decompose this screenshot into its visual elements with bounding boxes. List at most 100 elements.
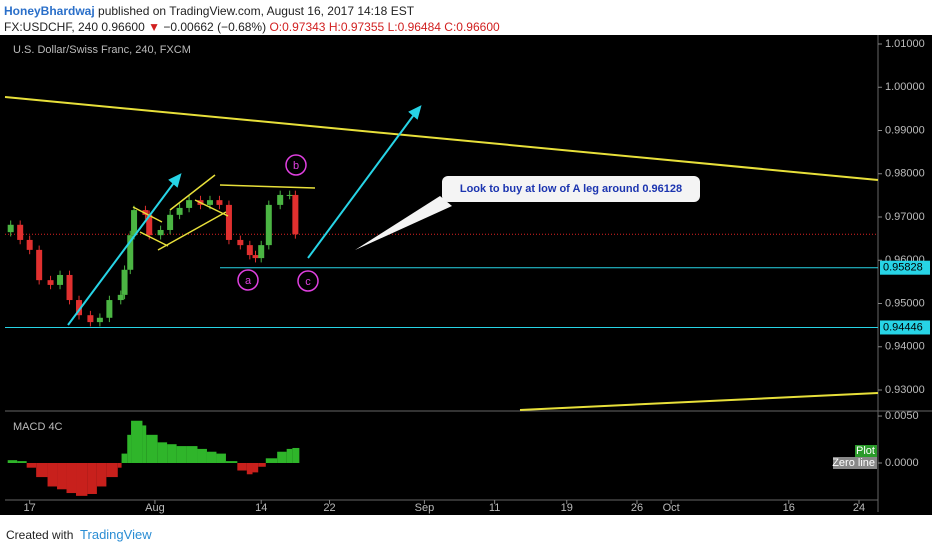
y-tick-label: 0.93000 xyxy=(885,384,925,396)
candle-body xyxy=(146,214,153,236)
y-tick-label: 0.94000 xyxy=(885,341,925,353)
macd-bar xyxy=(277,451,287,463)
callout-pointer xyxy=(355,196,452,250)
y-tick-label: 0.0050 xyxy=(885,410,919,422)
candle-body xyxy=(87,315,94,323)
level-box xyxy=(880,320,930,335)
macd-bar xyxy=(121,453,128,463)
candle-body xyxy=(258,245,265,259)
candle-body xyxy=(96,317,103,323)
x-tick-label: 19 xyxy=(561,502,573,514)
candle-body xyxy=(57,274,64,285)
arrows xyxy=(67,105,422,326)
header: HoneyBhardwaj published on TradingView.c… xyxy=(4,3,500,35)
macd-bar xyxy=(96,462,107,487)
x-tick-label: Sep xyxy=(415,502,435,514)
candle-body xyxy=(66,274,73,301)
legend-box xyxy=(833,457,877,469)
candle-body xyxy=(277,194,284,205)
y-tick-label: 0.97000 xyxy=(885,211,925,223)
macd-bar xyxy=(265,458,278,463)
created-with: Created with xyxy=(6,528,74,542)
y-tick-label: 0.99000 xyxy=(885,124,925,136)
wave-circles xyxy=(237,154,319,292)
x-tick-label: Aug xyxy=(145,502,165,514)
candle-body xyxy=(292,194,299,235)
candle-body xyxy=(131,210,138,236)
candle-body xyxy=(167,214,174,230)
footer: Created with TradingView xyxy=(6,527,152,542)
author[interactable]: HoneyBhardwaj xyxy=(4,4,95,18)
macd-bar xyxy=(26,462,37,468)
high: H:0.97355 xyxy=(328,20,385,34)
trend-line xyxy=(4,96,879,181)
macd-bar xyxy=(106,462,118,478)
macd-bar xyxy=(197,448,207,463)
brand[interactable]: TradingView xyxy=(80,527,152,542)
macd-pane: 0.0050 0.0000 xyxy=(7,410,919,496)
candle-body xyxy=(286,194,293,196)
x-tick-label: 11 xyxy=(489,502,500,514)
macd-bar xyxy=(117,462,122,468)
macd-bar xyxy=(36,462,48,478)
y-tick-label: 1.00000 xyxy=(885,81,925,93)
candle-body xyxy=(127,235,134,270)
x-tick-label: 22 xyxy=(323,502,335,514)
main-pane: 0.930000.940000.950000.960000.970000.980… xyxy=(5,38,930,514)
candle-body xyxy=(7,224,14,233)
legend-entry: Plot xyxy=(856,445,875,457)
macd-bar xyxy=(246,462,253,475)
candle-body xyxy=(216,200,223,205)
y-tick-label: 0.95000 xyxy=(885,297,925,309)
x-tick-label: 14 xyxy=(255,502,267,514)
wave-label: a xyxy=(245,275,252,287)
macd-bar xyxy=(131,420,143,463)
x-tick-label: 17 xyxy=(24,502,36,514)
macd-bar xyxy=(167,444,177,463)
trend-line xyxy=(219,184,316,189)
candle-body xyxy=(17,224,24,240)
level-label: 0.95828 xyxy=(883,262,923,274)
y-tick-label: 1.01000 xyxy=(885,38,925,50)
chart-title: U.S. Dollar/Swiss Franc, 240, FXCM xyxy=(13,44,191,56)
change: −0.00662 (−0.68%) xyxy=(163,20,267,34)
candle-body xyxy=(117,294,124,301)
macd-bar xyxy=(7,460,18,463)
quote-line: FX:USDCHF, 240 0.96600 ▼ −0.00662 (−0.68… xyxy=(4,19,500,35)
macd-bar xyxy=(157,442,168,463)
macd-bar xyxy=(292,447,300,463)
level-box xyxy=(880,260,930,275)
open: O:0.97343 xyxy=(269,20,326,34)
candle-body xyxy=(142,210,149,215)
x-tick-label: 16 xyxy=(783,502,795,514)
macd-bar xyxy=(286,448,293,463)
macd-bar xyxy=(206,451,217,463)
macd-bar xyxy=(237,462,247,471)
candle-body xyxy=(265,204,272,246)
macd-bar xyxy=(252,462,259,473)
candle-body xyxy=(206,200,213,205)
low: L:0.96484 xyxy=(387,20,441,34)
close: C:0.96600 xyxy=(444,20,500,34)
last: 0.96600 xyxy=(101,20,145,34)
symbol: FX:USDCHF, 240 xyxy=(4,20,99,34)
x-tick-label: 26 xyxy=(631,502,643,514)
macd-bar xyxy=(76,462,88,496)
x-tick-label: Oct xyxy=(663,502,680,514)
wave-label: c xyxy=(305,276,311,288)
callout xyxy=(442,176,700,202)
macd-title: MACD 4C xyxy=(13,421,63,433)
macd-bar xyxy=(216,453,226,463)
trend-line xyxy=(519,392,879,411)
publish-line: HoneyBhardwaj published on TradingView.c… xyxy=(4,3,500,19)
macd-bar xyxy=(146,434,158,463)
macd-bar xyxy=(66,462,77,494)
macd-bar xyxy=(47,462,58,487)
macd-bar xyxy=(176,446,187,463)
wave-label: b xyxy=(293,160,299,172)
candle-body xyxy=(186,200,193,208)
level-label: 0.94446 xyxy=(883,321,923,333)
legend-entry: Zero line xyxy=(832,457,875,469)
candle-body xyxy=(106,300,113,318)
